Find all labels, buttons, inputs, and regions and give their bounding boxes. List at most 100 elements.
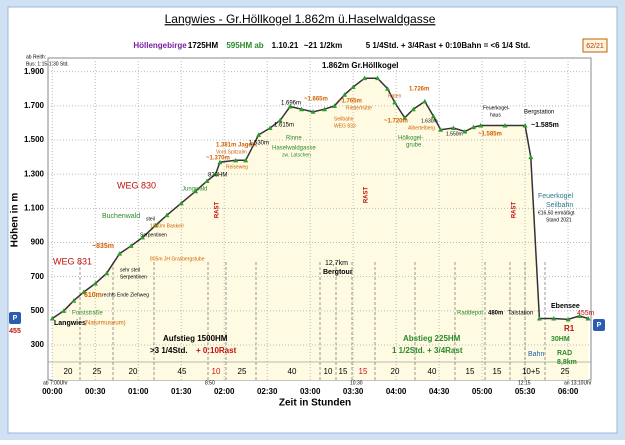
point-marker — [152, 222, 158, 228]
annotation: Serpentinen — [140, 232, 167, 238]
chart-title: Langwies - Gr.Höllkogel 1.862m ü.Haselwa… — [165, 12, 436, 26]
point-marker — [430, 113, 436, 119]
header-item: Höllengebirge — [133, 41, 187, 50]
annotation: Seilbahn — [334, 116, 354, 122]
annotation: ~835m — [92, 243, 114, 250]
y-tick-label: 1.500 — [24, 135, 45, 144]
y-tick-label: 300 — [31, 340, 45, 349]
annotation: Stand 2021 — [546, 217, 572, 223]
annotation: Serpentinen — [120, 274, 147, 280]
annotation: 1.726m — [409, 87, 429, 93]
annotation: Buchenwald — [102, 213, 140, 220]
x-tick-label: 03:00 — [300, 387, 321, 396]
annotation: Forststraße — [72, 311, 103, 317]
annotation: >3 1/4Std. — [150, 346, 188, 355]
annotation: 8:50 — [205, 380, 215, 386]
point-marker — [299, 106, 305, 112]
annotation: 480m — [488, 311, 503, 317]
time-segment: 25 — [238, 367, 247, 376]
annotation: 12:15 — [518, 380, 531, 386]
point-marker — [71, 298, 77, 303]
y-tick-label: 1.700 — [24, 101, 45, 110]
header-item: 62/21 — [586, 43, 604, 50]
point-marker — [243, 157, 249, 163]
annotation: 10:30 — [350, 380, 363, 386]
point-marker — [565, 316, 571, 322]
y-tick-label: 900 — [31, 238, 45, 247]
point-marker — [577, 313, 583, 318]
point-marker — [213, 171, 219, 177]
x-tick-label: 02:30 — [257, 387, 278, 396]
annotation: 610m — [84, 292, 102, 299]
point-marker — [402, 115, 408, 120]
annotation: 1.615m — [274, 123, 294, 129]
annotation: 1.550m — [446, 131, 463, 137]
annotation: 12,7km — [325, 260, 348, 267]
point-marker — [310, 109, 316, 114]
annotation: an 13:10Uhr — [564, 380, 592, 386]
time-segment: 25 — [561, 367, 570, 376]
annotation: Aufstieg 1500HM — [163, 334, 228, 343]
parking-sign — [593, 319, 605, 331]
point-marker — [277, 117, 283, 123]
x-tick-label: 00:30 — [85, 387, 106, 396]
time-segment: 40 — [288, 367, 297, 376]
annotation: Raddepot — [457, 311, 483, 317]
time-segment: 15 — [466, 367, 475, 376]
point-marker — [164, 212, 170, 218]
annotation: 1 1/2Std. + 3/4Rast — [392, 346, 463, 355]
point-marker — [287, 104, 293, 109]
point-marker — [178, 200, 184, 206]
annotation: 455 — [9, 328, 21, 335]
annotation: 1.381m Jagdh. — [216, 143, 258, 149]
annotation: RAD — [557, 350, 572, 357]
annotation: ab 7:00Uhr — [43, 380, 68, 386]
annotation: Vord.Spitzalm — [216, 149, 247, 155]
header-item: ~21 1/2km — [304, 41, 342, 50]
time-segment: 10+5 — [522, 367, 541, 376]
point-marker — [362, 75, 368, 81]
point-marker — [267, 125, 273, 131]
annotation: ~1.585m — [478, 132, 502, 138]
annotation: ~1.370m — [206, 156, 230, 162]
x-tick-label: 04:30 — [429, 387, 450, 396]
annotation: 455m — [577, 310, 595, 317]
x-tick-label: 01:00 — [128, 387, 149, 396]
annotation: €16,50 ermäßigt — [538, 210, 575, 216]
point-marker — [551, 316, 557, 321]
annotation: RAST — [215, 202, 221, 219]
header-item: 595HM ab — [226, 41, 263, 50]
point-marker — [585, 316, 591, 321]
header-badge — [582, 38, 608, 53]
x-tick-label: 02:00 — [214, 387, 235, 396]
point-marker — [471, 124, 477, 130]
y-tick-label: 1.300 — [24, 169, 45, 178]
point-marker — [332, 103, 338, 108]
annotation: zw. Latschen — [282, 152, 311, 158]
point-marker — [410, 106, 416, 112]
point-marker — [117, 251, 123, 256]
point-marker — [140, 234, 146, 240]
point-marker — [104, 270, 110, 276]
point-marker — [392, 99, 398, 105]
annotation: Talstation — [508, 311, 533, 317]
annotation: Ebensee — [551, 303, 580, 310]
annotation: ~1.665m — [304, 97, 328, 103]
point-marker — [49, 316, 55, 321]
point-marker — [462, 128, 468, 134]
annotation: ~1.720m — [384, 119, 408, 125]
point-marker — [92, 280, 98, 286]
x-tick-label: 05:00 — [472, 387, 493, 396]
point-marker — [502, 122, 508, 128]
annotation: haus — [490, 112, 501, 118]
annotation: Langwies — [54, 320, 86, 327]
x-tick-label: 05:30 — [515, 387, 536, 396]
point-marker — [204, 178, 210, 183]
point-marker — [450, 125, 456, 131]
annotation: Bus: 1:15-1:30 Std. — [26, 61, 69, 67]
point-marker — [342, 92, 348, 97]
annotation: Riederhütte — [346, 105, 372, 111]
point-marker — [233, 157, 239, 163]
time-segment: 10 — [324, 367, 333, 376]
